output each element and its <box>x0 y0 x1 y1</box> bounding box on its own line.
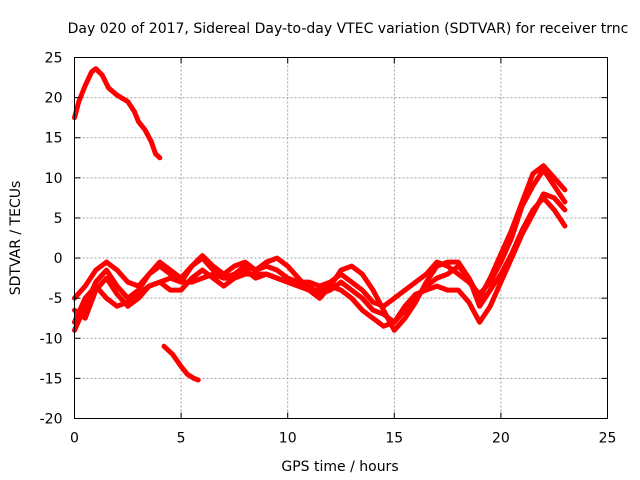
series-arc-low-early <box>161 343 201 383</box>
y-tick-label: -5 <box>49 291 63 307</box>
axis-ticks: 0 5 10 15 20 25 -20 -15 -10 -5 0 5 10 15 20 25 <box>40 51 617 447</box>
y-axis-label: SDTVAR / TECUs <box>8 181 24 296</box>
y-tick-label: 20 <box>45 91 63 107</box>
series-track-b <box>72 163 568 333</box>
y-tick-label: 10 <box>45 171 63 187</box>
plot-area <box>72 66 568 383</box>
y-tick-label: -15 <box>40 371 63 387</box>
y-tick-label: 15 <box>45 131 63 147</box>
x-tick-label: 25 <box>599 431 617 447</box>
grid <box>74 57 608 419</box>
x-tick-label: 10 <box>279 431 297 447</box>
x-tick-label: 5 <box>177 431 186 447</box>
series-arc-high-early <box>72 66 163 161</box>
y-tick-label: 25 <box>45 51 63 67</box>
y-tick-label: -10 <box>40 331 63 347</box>
plot-frame <box>74 57 608 419</box>
series-track-d <box>72 191 568 329</box>
x-tick-label: 15 <box>385 431 403 447</box>
y-tick-label: -20 <box>40 412 63 428</box>
x-tick-label: 20 <box>492 431 510 447</box>
y-tick-label: 5 <box>54 211 63 227</box>
y-tick-label: 0 <box>54 251 63 267</box>
chart-title: Day 020 of 2017, Sidereal Day-to-day VTE… <box>68 21 629 37</box>
x-tick-label: 0 <box>70 431 79 447</box>
x-axis-label: GPS time / hours <box>281 459 398 475</box>
